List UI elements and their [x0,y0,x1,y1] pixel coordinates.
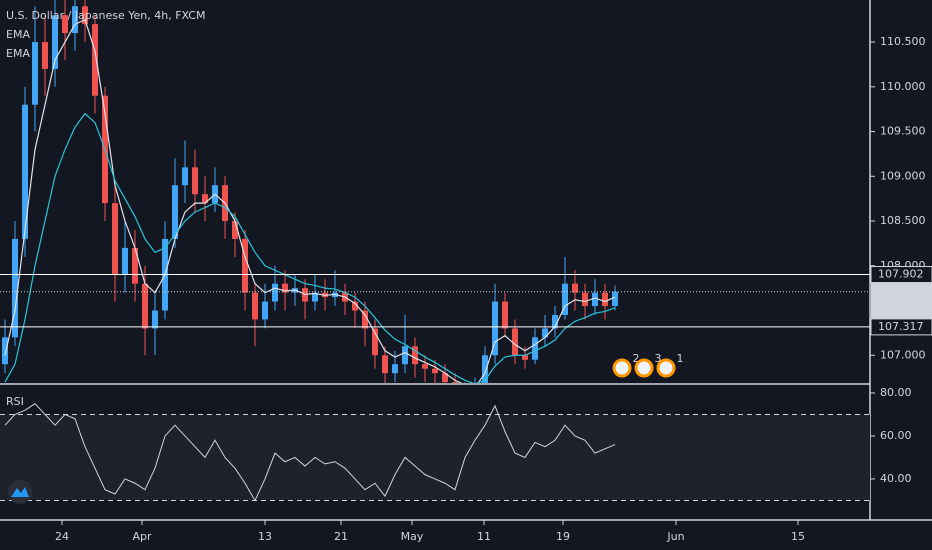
candle-body [412,346,418,365]
event-count: 1 [677,352,684,365]
candle-body [312,292,318,302]
candle-body [452,382,458,383]
candle-body [82,6,88,25]
candle-body [442,373,448,383]
candle-body [172,185,178,239]
x-tick-label: 11 [477,530,491,543]
candle-body [482,355,488,383]
ema-line [4,112,616,383]
event-bubble [612,358,632,378]
y-tick-label: 109.000 [880,169,926,182]
candle-body [502,301,508,329]
rsi-pane [0,403,870,502]
candle-body [2,337,8,365]
candle-body [12,238,18,338]
x-tick-label: Jun [666,530,684,543]
x-tick-label: 13 [258,530,272,543]
level-tag-label: 107.317 [878,320,924,333]
candle-body [42,42,48,69]
countdown: 01:44:16 [876,303,925,316]
x-tick-label: 24 [55,530,69,543]
candle-body [602,292,608,307]
candle-body [262,301,268,320]
candle-body [182,167,188,186]
candle-body [492,301,498,356]
event-bubble [656,358,676,378]
level-tag [870,318,932,336]
candle-body [362,310,368,329]
rsi-line [4,403,616,502]
y-tick-label: 109.500 [880,125,926,138]
candle-body [112,203,118,275]
ema-line [4,18,616,383]
rsi-y-tick-label: 60.00 [880,429,912,442]
candle-body [572,283,578,293]
event-count: 3 [655,352,662,365]
candle-body [282,283,288,293]
y-tick-label: 107.000 [880,348,926,361]
level-tag-label: 107.902 [878,268,924,281]
event-bubble [634,358,654,378]
candle-body [542,328,548,338]
rsi-y-tick-label: 80.00 [880,386,912,399]
candle-body [132,247,138,284]
candle-body [32,42,38,105]
x-tick-label: Apr [132,530,152,543]
main-pane [0,0,870,383]
candle-body [72,6,78,34]
candle-body [242,238,248,293]
y-tick-label: 110.000 [880,80,926,93]
candle-body [142,283,148,329]
candle-body [382,355,388,374]
candle-body [552,314,558,329]
candle-body [122,247,128,275]
overlay: 107.000108.000108.500109.000109.500110.0… [55,35,932,543]
x-tick-label: 15 [791,530,805,543]
x-tick-label: May [401,530,424,543]
chart-title: U.S. Dollar / Japanese Yen, 4h, FXCM [6,9,205,22]
candle-body [562,283,568,315]
candle-body [432,368,438,374]
x-tick-label: 21 [334,530,348,543]
candle-body [532,337,538,360]
x-tick-label: 19 [556,530,570,543]
candle-body [522,355,528,360]
candle-body [152,310,158,329]
candle-body [202,194,208,204]
current-price-tag [871,282,932,319]
candle-body [422,364,428,369]
candle-body [252,292,258,320]
current-price-label: 107.710 [878,285,924,298]
candle-body [352,301,358,311]
candle-body [402,346,408,365]
level-tag [870,266,932,284]
candle-body [512,328,518,356]
y-tick-label: 110.500 [880,35,926,48]
candle-body [92,24,98,96]
candle-body [372,328,378,356]
candle-body [592,292,598,307]
logo [8,480,32,504]
candle-body [392,364,398,374]
event-count: 2 [633,352,640,365]
candle-body [192,167,198,195]
candle-body [22,104,28,239]
rsi-y-tick-label: 40.00 [880,472,912,485]
candle-body [582,292,588,307]
candle-body [52,15,58,69]
indicator-label: EMA [6,47,30,60]
indicator-label: EMA [6,28,30,41]
rsi-label: RSI [6,395,24,408]
y-tick-label: 108.500 [880,214,926,227]
rsi-band-fill [0,414,870,501]
candle-body [232,221,238,239]
candle-body [612,291,618,307]
candle-body [62,15,68,34]
candle-body [272,283,278,302]
